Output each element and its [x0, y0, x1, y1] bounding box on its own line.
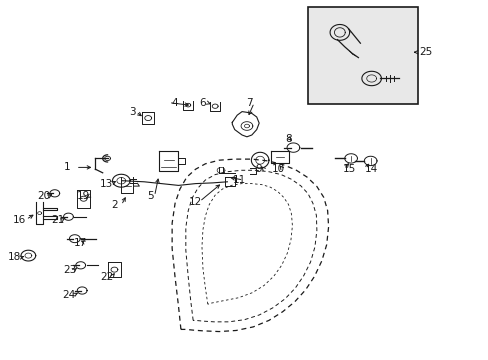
Text: 12: 12	[188, 197, 202, 207]
Text: 15: 15	[342, 164, 356, 174]
Text: 4: 4	[171, 98, 178, 108]
Text: 17: 17	[74, 238, 87, 248]
Bar	[307, 7, 417, 104]
Text: 13: 13	[100, 179, 113, 189]
Text: 22: 22	[100, 272, 113, 282]
Text: 25: 25	[418, 47, 431, 57]
Text: 20: 20	[38, 191, 50, 201]
Text: 18: 18	[8, 252, 21, 262]
Text: 1: 1	[64, 162, 71, 172]
Text: 10: 10	[272, 164, 285, 174]
Text: 8: 8	[285, 134, 291, 144]
Text: 19: 19	[76, 191, 90, 201]
Text: 24: 24	[61, 290, 75, 300]
Text: 7: 7	[245, 98, 252, 108]
Text: 21: 21	[51, 215, 64, 225]
Text: 11: 11	[232, 175, 246, 185]
Text: 14: 14	[364, 164, 378, 174]
Text: 3: 3	[128, 107, 135, 117]
Text: 6: 6	[199, 98, 206, 108]
Text: 9: 9	[255, 164, 262, 174]
Text: 5: 5	[147, 191, 154, 201]
Text: 2: 2	[111, 200, 118, 210]
Text: 23: 23	[62, 265, 76, 275]
Text: 16: 16	[13, 215, 26, 225]
